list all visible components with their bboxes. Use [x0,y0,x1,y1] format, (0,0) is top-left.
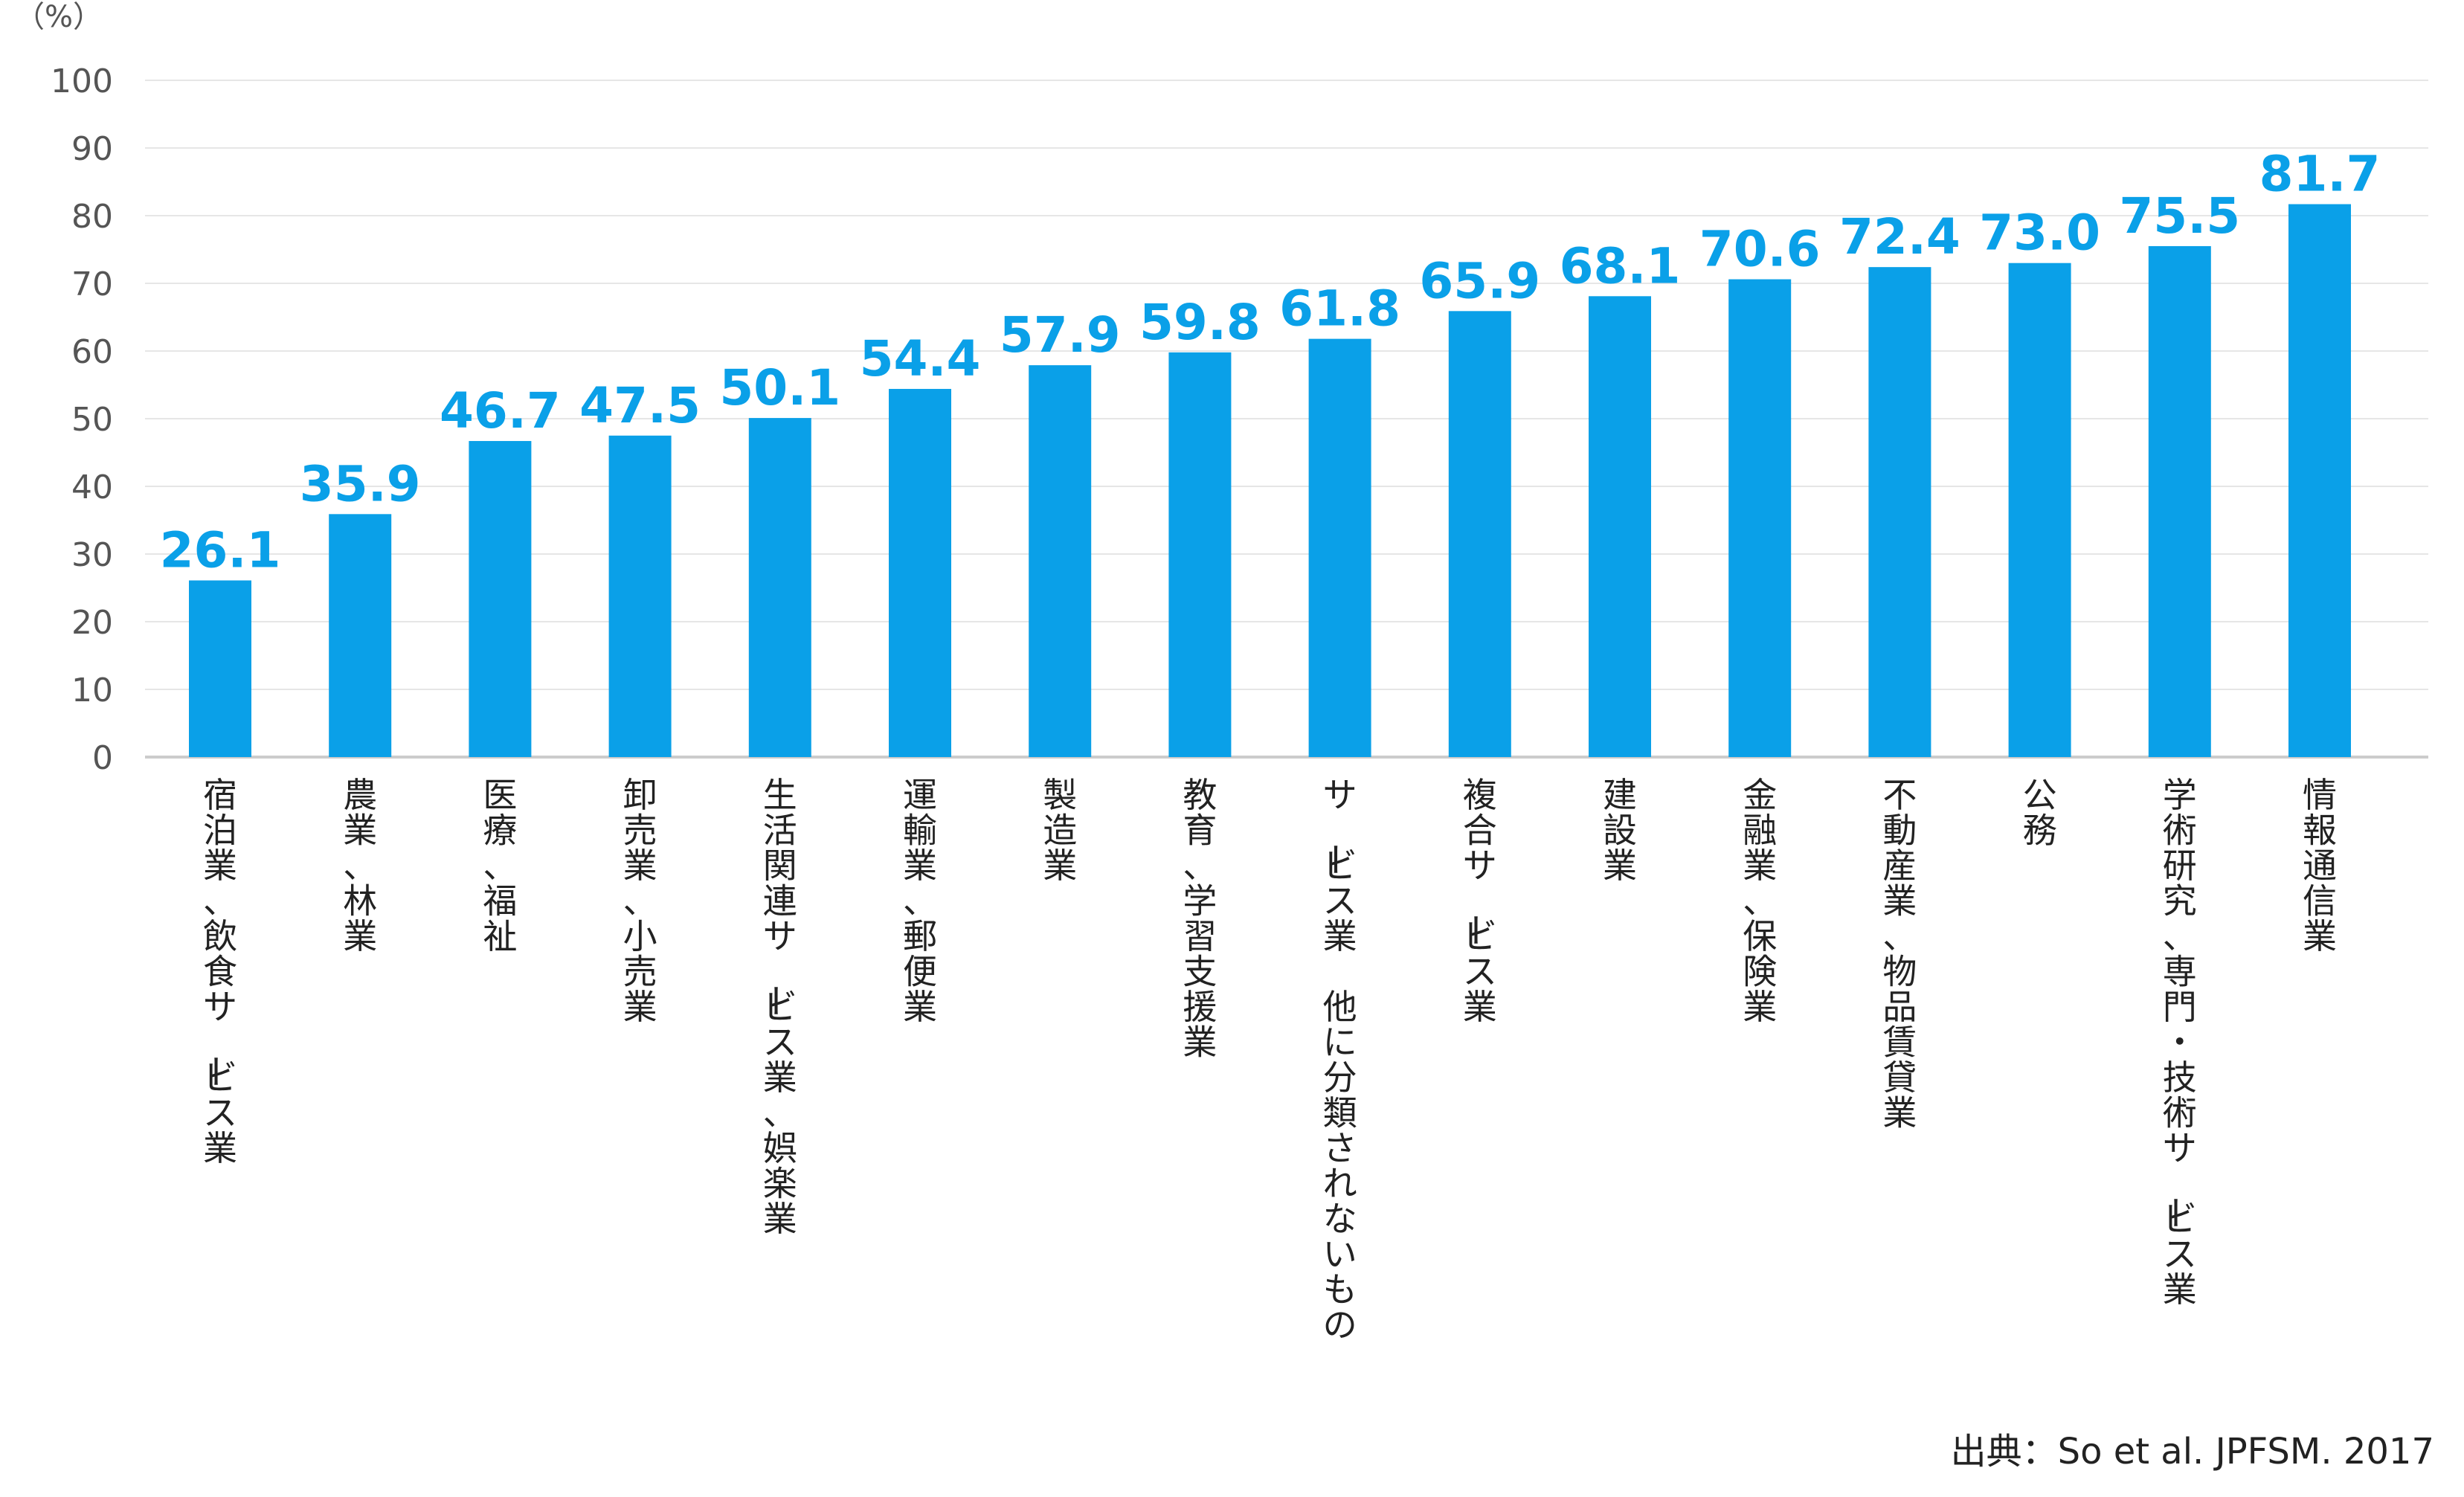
bar-value-label: 81.7 [2259,146,2381,203]
category-label: 複合サービス業 [1455,775,1497,1027]
bar-value-label: 35.9 [300,455,421,512]
y-tick-label: 60 [71,333,113,371]
bar [189,580,251,757]
category-label: 卸売業、小売業 [623,775,657,1027]
y-tick-label: 20 [71,604,113,642]
category-label: 不動産業、物品賃貸業 [1882,775,1917,1133]
bar-value-label: 46.7 [440,382,561,440]
source-citation: 出典：So et al. JPFSM. 2017 [1950,1431,2434,1472]
bar-value-label: 75.5 [2119,187,2240,245]
bar [329,514,392,757]
bar-value-label: 26.1 [160,521,281,579]
y-tick-label: 40 [71,469,113,506]
category-label: 公務 [2023,775,2057,851]
bar-value-label: 54.4 [860,330,981,387]
y-tick-label: 90 [71,130,113,168]
bar [1868,267,1931,757]
bar [2148,245,2211,757]
category-label: サービス業 他に分類されないもの [1315,775,1357,1345]
bar-value-label: 70.6 [1699,221,1821,278]
bar-value-label: 72.4 [1839,208,1960,265]
category-label: 情報通信業 [2303,775,2337,956]
bars [189,204,2351,757]
y-tick-label: 100 [51,62,113,100]
bar [1168,352,1232,757]
bar-value-label: 65.9 [1419,252,1540,309]
category-label: 建設業 [1603,775,1637,886]
y-tick-label: 70 [71,265,113,303]
category-label: 学術研究、専門・技術サービス業 [2155,775,2197,1310]
y-tick-label: 50 [71,401,113,439]
category-label: 運輸業、郵便業 [903,775,937,1027]
bar [1448,311,1511,757]
bar [1589,296,1651,757]
value-labels: 26.1 35.9 46.7 47.5 50.1 54.4 57.9 59.8 61.8 65.9… [160,146,2381,579]
y-axis-unit-label: （%） [15,0,103,34]
bar [1728,279,1792,757]
y-axis-ticks: 0 10 20 30 40 50 60 70 80 90 100 [51,62,113,777]
bar [1308,338,1371,757]
category-label: 医療、福祉 [483,775,517,956]
bar [2008,263,2071,757]
y-tick-label: 0 [92,739,113,777]
bar [2288,204,2351,757]
bar-value-label: 73.0 [1979,205,2100,262]
bar-value-label: 47.5 [579,377,701,434]
category-label: 金融業、保険業 [1743,775,1777,1027]
bar [748,418,811,757]
y-tick-label: 80 [71,198,113,236]
y-tick-label: 30 [71,536,113,574]
bar-value-label: 68.1 [1560,237,1681,294]
bar-value-label: 59.8 [1139,294,1261,351]
category-label: 農業、林業 [343,775,377,956]
bar [1029,365,1092,757]
bar [608,435,672,757]
category-labels: 宿泊業、飲食サービス業 農業、林業 医療、福祉 卸売業、小売業 生活関連サービス業、娯楽… [195,775,2337,1345]
bar [469,441,532,757]
category-label: 生活関連サービス業、娯楽業 [755,775,797,1239]
bar-value-label: 61.8 [1279,280,1400,338]
bar [889,388,951,757]
category-label: 教育、学習支援業 [1183,775,1217,1063]
bar-value-label: 57.9 [1000,306,1121,364]
category-label: 製造業 [1043,775,1077,886]
category-label: 宿泊業、飲食サービス業 [195,775,237,1168]
bar-value-label: 50.1 [719,359,840,416]
y-tick-label: 10 [71,672,113,709]
